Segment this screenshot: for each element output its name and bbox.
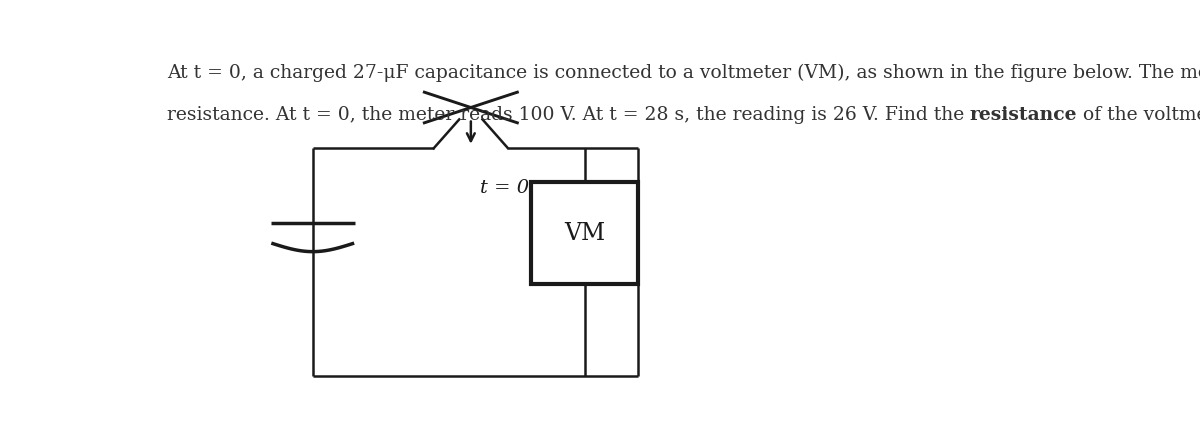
Text: VM: VM [564, 222, 606, 245]
Text: At t = 0, a charged 27-μF capacitance is connected to a voltmeter (VM), as shown: At t = 0, a charged 27-μF capacitance is… [167, 63, 1200, 81]
Text: resistance: resistance [970, 106, 1078, 124]
Text: resistance. At t = 0, the meter reads 100 V. At t = 28 s, the reading is 26 V. F: resistance. At t = 0, the meter reads 10… [167, 106, 970, 124]
Text: t = 0: t = 0 [480, 179, 529, 197]
Text: of the voltmeter in kΩ.: of the voltmeter in kΩ. [1078, 106, 1200, 124]
Bar [532, 183, 638, 285]
